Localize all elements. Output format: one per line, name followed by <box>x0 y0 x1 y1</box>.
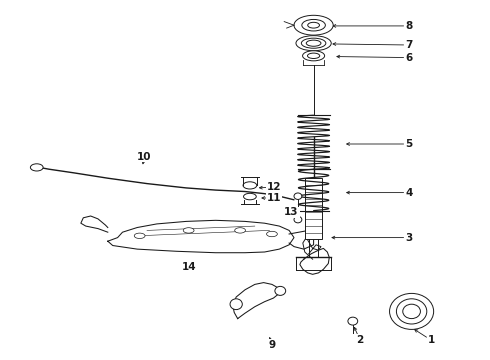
Ellipse shape <box>301 38 326 48</box>
Ellipse shape <box>294 216 302 223</box>
Ellipse shape <box>230 299 242 310</box>
Ellipse shape <box>308 22 319 28</box>
Text: 4: 4 <box>405 188 413 198</box>
Text: 6: 6 <box>406 53 413 63</box>
Ellipse shape <box>348 317 358 325</box>
Ellipse shape <box>235 228 245 233</box>
Ellipse shape <box>296 36 331 51</box>
Ellipse shape <box>308 53 319 59</box>
Text: 8: 8 <box>406 21 413 31</box>
Polygon shape <box>289 230 314 249</box>
Polygon shape <box>233 283 279 319</box>
Polygon shape <box>300 248 329 274</box>
Text: 14: 14 <box>181 262 196 272</box>
Ellipse shape <box>183 228 194 233</box>
Ellipse shape <box>302 19 325 31</box>
Ellipse shape <box>244 193 256 200</box>
Ellipse shape <box>390 293 434 329</box>
Text: 12: 12 <box>267 182 282 192</box>
Bar <box>305 178 322 239</box>
Text: 2: 2 <box>357 335 364 345</box>
Ellipse shape <box>396 299 427 324</box>
Ellipse shape <box>303 51 324 61</box>
Ellipse shape <box>267 231 277 237</box>
Text: 9: 9 <box>269 340 275 350</box>
Text: 5: 5 <box>406 139 413 149</box>
Ellipse shape <box>30 164 43 171</box>
Polygon shape <box>108 220 294 253</box>
Text: 13: 13 <box>284 207 299 217</box>
Ellipse shape <box>403 304 420 319</box>
Text: 1: 1 <box>428 335 435 345</box>
Text: 7: 7 <box>405 40 413 50</box>
Text: 3: 3 <box>406 233 413 243</box>
Ellipse shape <box>306 40 321 46</box>
Ellipse shape <box>275 287 286 295</box>
Text: 11: 11 <box>267 193 282 203</box>
Ellipse shape <box>134 233 145 239</box>
Polygon shape <box>81 216 108 232</box>
Text: 10: 10 <box>137 152 152 162</box>
Ellipse shape <box>294 15 333 35</box>
Ellipse shape <box>294 193 302 199</box>
Ellipse shape <box>243 182 257 189</box>
